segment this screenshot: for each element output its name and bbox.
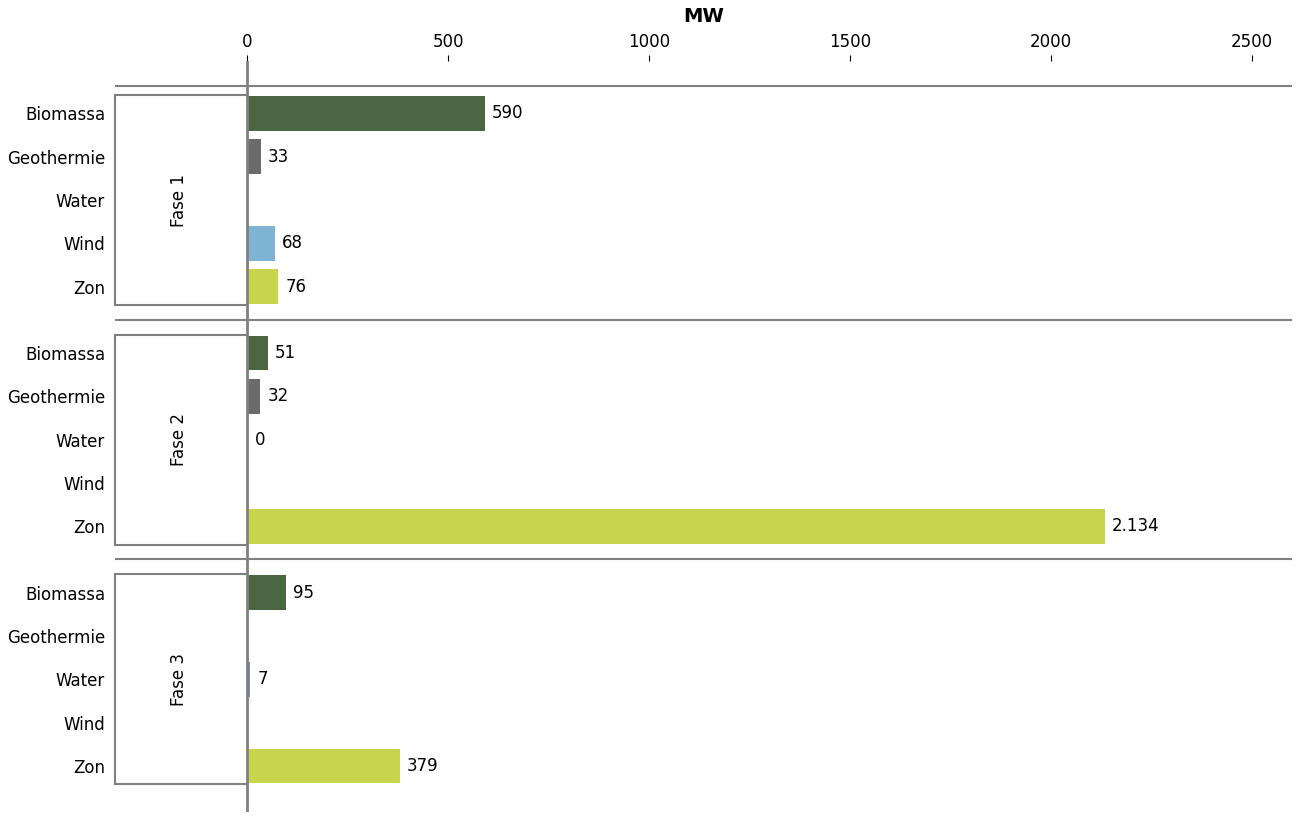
Text: Fase 1: Fase 1 (170, 174, 188, 227)
X-axis label: MW: MW (683, 7, 724, 26)
Bar (248, 662, 251, 697)
Bar (248, 336, 268, 370)
Bar (248, 226, 275, 260)
Text: 379: 379 (407, 757, 439, 775)
Text: 51: 51 (275, 344, 296, 362)
Bar (248, 379, 260, 414)
Text: 76: 76 (286, 278, 307, 296)
Bar (248, 139, 261, 174)
Text: 33: 33 (268, 147, 290, 165)
Text: 0: 0 (255, 431, 265, 449)
Text: Fase 2: Fase 2 (170, 413, 188, 466)
Text: 68: 68 (282, 234, 303, 252)
Text: 95: 95 (292, 584, 314, 602)
Text: Fase 3: Fase 3 (170, 653, 188, 706)
Text: 7: 7 (257, 670, 268, 688)
Bar (248, 509, 1105, 544)
Bar (248, 96, 485, 131)
Text: 32: 32 (268, 387, 288, 405)
Bar (248, 749, 400, 783)
Text: 2.134: 2.134 (1112, 518, 1160, 536)
Bar (248, 269, 278, 304)
Text: 590: 590 (492, 105, 523, 122)
Bar (248, 575, 286, 610)
